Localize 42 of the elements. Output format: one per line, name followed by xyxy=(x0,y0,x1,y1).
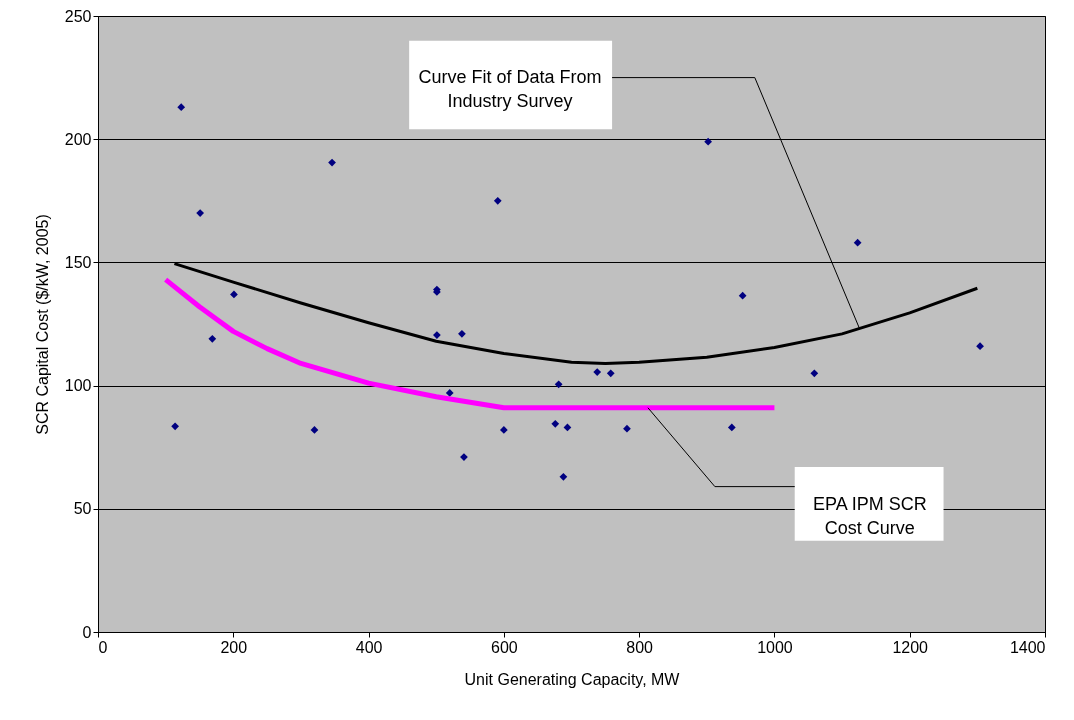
y-tick-label: 0 xyxy=(82,623,92,641)
point xyxy=(559,472,568,481)
point xyxy=(433,331,441,339)
y-tick-label: 100 xyxy=(64,377,92,395)
point xyxy=(976,342,984,351)
point xyxy=(177,103,186,112)
point xyxy=(810,369,819,378)
y-axis-title: SCR Capital Cost ($/kW, 2005) xyxy=(33,214,51,435)
point xyxy=(328,158,336,167)
point xyxy=(738,291,747,300)
y-tick-label: 50 xyxy=(73,500,92,518)
x-tick-label: 800 xyxy=(626,638,654,656)
x-tick-label: 1200 xyxy=(892,638,929,656)
point xyxy=(551,419,560,428)
point xyxy=(310,426,319,434)
point xyxy=(458,329,466,338)
point xyxy=(704,137,713,146)
y-tick-label: 150 xyxy=(64,253,92,271)
point xyxy=(171,422,179,431)
x-tick-label: 0 xyxy=(98,638,108,656)
point xyxy=(230,290,238,299)
annotation: EPA IPM SCR Cost Curve xyxy=(812,494,927,539)
point xyxy=(196,209,205,217)
point xyxy=(593,368,602,376)
point xyxy=(727,423,736,432)
y-tick-label: 250 xyxy=(64,7,92,25)
point xyxy=(853,238,862,247)
x-axis-title: Unit Generating Capacity, MW xyxy=(464,670,681,688)
point xyxy=(623,424,631,433)
x-tick-label: 1400 xyxy=(1009,638,1046,656)
point xyxy=(493,196,502,205)
point xyxy=(208,334,217,343)
x-tick-label: 600 xyxy=(491,638,518,656)
x-tick-label: 400 xyxy=(355,638,383,656)
x-tick-label: 200 xyxy=(220,638,248,656)
point xyxy=(554,380,563,389)
point xyxy=(445,389,454,397)
annotation: Curve Fit of Data From Industry Survey xyxy=(418,66,602,111)
point xyxy=(606,369,615,378)
point xyxy=(499,426,508,434)
y-tick-label: 200 xyxy=(64,130,92,148)
x-tick-label: 1000 xyxy=(757,638,793,656)
